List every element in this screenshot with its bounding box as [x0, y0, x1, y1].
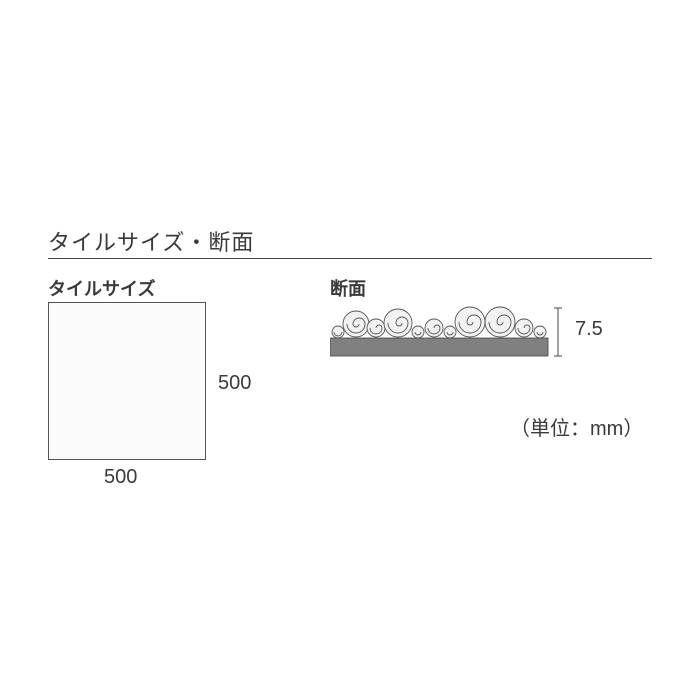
tile-square [48, 302, 206, 460]
tile-height-dim: 500 [218, 372, 251, 395]
tile-width-dim: 500 [104, 466, 137, 489]
cross-section-label: 断面 [330, 275, 366, 301]
section-title: タイルサイズ・断面 [48, 225, 254, 257]
cross-section-thickness: 7.5 [575, 318, 603, 341]
unit-label: （単位：mm） [510, 412, 643, 441]
section-underline [48, 258, 652, 259]
tile-size-label: タイルサイズ [48, 275, 155, 301]
cross-section-diagram [330, 302, 570, 370]
